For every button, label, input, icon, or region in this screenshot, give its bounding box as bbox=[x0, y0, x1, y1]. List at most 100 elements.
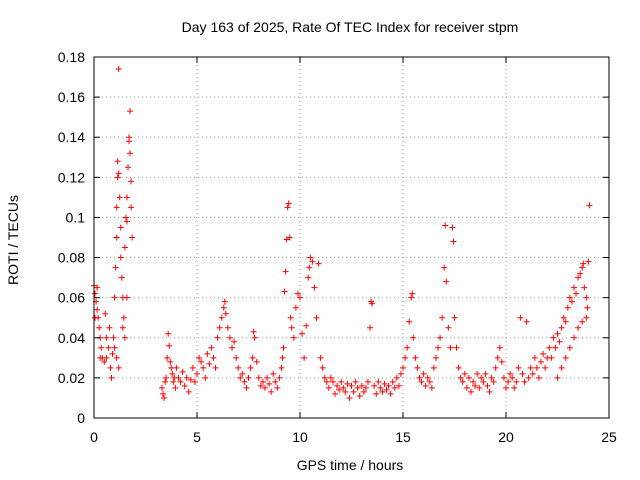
data-point bbox=[210, 354, 217, 361]
data-point bbox=[115, 364, 122, 371]
data-point bbox=[281, 288, 288, 295]
data-point bbox=[334, 382, 341, 389]
data-point bbox=[292, 304, 299, 311]
plot-frame bbox=[93, 56, 610, 419]
data-point bbox=[319, 364, 326, 371]
data-point bbox=[165, 330, 172, 337]
data-point bbox=[117, 254, 124, 261]
data-point bbox=[235, 364, 242, 371]
data-point bbox=[583, 294, 590, 301]
data-point bbox=[303, 322, 310, 329]
data-point bbox=[393, 374, 400, 381]
grid-lines bbox=[94, 57, 609, 418]
data-point bbox=[173, 364, 180, 371]
y-axis-label: ROTI / TECUs bbox=[5, 195, 21, 285]
data-point bbox=[410, 334, 417, 341]
data-point bbox=[321, 374, 328, 381]
axis-ticks: 0 0.02 0.04 0.06 0.08 0.1 0.12 0.14 0.16 0.18 0 5 10… bbox=[58, 49, 617, 445]
data-point bbox=[538, 358, 545, 365]
y-tick-label: 0.08 bbox=[58, 250, 85, 266]
data-point bbox=[383, 386, 390, 393]
data-point bbox=[119, 324, 126, 331]
data-point bbox=[127, 150, 134, 157]
data-point bbox=[575, 274, 582, 281]
data-point bbox=[552, 344, 559, 351]
data-point bbox=[113, 234, 120, 241]
data-point bbox=[387, 390, 394, 397]
data-point bbox=[162, 378, 169, 385]
data-point bbox=[484, 382, 491, 389]
data-point bbox=[554, 374, 561, 381]
data-point bbox=[327, 374, 334, 381]
data-point bbox=[109, 350, 116, 357]
data-point bbox=[309, 258, 316, 265]
data-point bbox=[170, 378, 177, 385]
x-tick-label: 5 bbox=[193, 429, 201, 445]
data-point bbox=[494, 354, 501, 361]
data-point bbox=[558, 364, 565, 371]
data-point bbox=[112, 264, 119, 271]
data-point bbox=[278, 364, 285, 371]
chart-title: Day 163 of 2025, Rate Of TEC Index for r… bbox=[182, 19, 519, 35]
data-point bbox=[94, 284, 101, 291]
data-point bbox=[432, 354, 439, 361]
data-point bbox=[164, 354, 171, 361]
data-point bbox=[158, 384, 165, 391]
data-point bbox=[255, 374, 262, 381]
data-point bbox=[177, 378, 184, 385]
data-point bbox=[467, 388, 474, 395]
data-point bbox=[301, 354, 308, 361]
data-point bbox=[160, 390, 167, 397]
data-point bbox=[128, 178, 135, 185]
data-point bbox=[272, 378, 279, 385]
data-point bbox=[97, 354, 104, 361]
data-point bbox=[287, 314, 294, 321]
y-tick-label: 0.1 bbox=[66, 209, 86, 225]
data-point bbox=[579, 318, 586, 325]
data-point bbox=[114, 158, 121, 165]
data-point bbox=[181, 382, 188, 389]
data-point bbox=[406, 318, 413, 325]
data-point bbox=[381, 380, 388, 387]
data-point bbox=[457, 374, 464, 381]
data-point bbox=[121, 334, 128, 341]
data-point bbox=[570, 334, 577, 341]
data-point bbox=[323, 378, 330, 385]
data-point bbox=[404, 344, 411, 351]
data-point bbox=[274, 384, 281, 391]
data-point bbox=[222, 310, 229, 317]
data-point bbox=[412, 354, 419, 361]
data-point bbox=[105, 344, 112, 351]
data-point bbox=[441, 264, 448, 271]
data-point bbox=[124, 164, 131, 171]
data-point bbox=[579, 264, 586, 271]
data-point bbox=[389, 378, 396, 385]
data-point bbox=[231, 338, 238, 345]
data-point bbox=[525, 374, 532, 381]
data-point bbox=[358, 382, 365, 389]
data-point bbox=[562, 318, 569, 325]
data-point bbox=[206, 360, 213, 367]
data-point bbox=[586, 202, 593, 209]
data-point bbox=[168, 364, 175, 371]
data-point bbox=[313, 314, 320, 321]
data-point bbox=[216, 324, 223, 331]
data-point bbox=[560, 314, 567, 321]
data-point bbox=[580, 260, 587, 267]
data-point bbox=[367, 324, 374, 331]
data-point bbox=[276, 374, 283, 381]
data-point bbox=[123, 294, 130, 301]
data-point bbox=[257, 382, 264, 389]
data-point bbox=[189, 364, 196, 371]
data-point bbox=[422, 382, 429, 389]
data-point bbox=[416, 374, 423, 381]
data-point bbox=[311, 284, 318, 291]
data-point bbox=[214, 334, 221, 341]
data-point bbox=[117, 224, 124, 231]
data-point bbox=[503, 384, 509, 391]
y-tick-label: 0.04 bbox=[58, 330, 85, 346]
data-point bbox=[472, 382, 479, 389]
data-point bbox=[531, 354, 538, 361]
data-point bbox=[113, 204, 120, 211]
data-point bbox=[245, 374, 252, 381]
